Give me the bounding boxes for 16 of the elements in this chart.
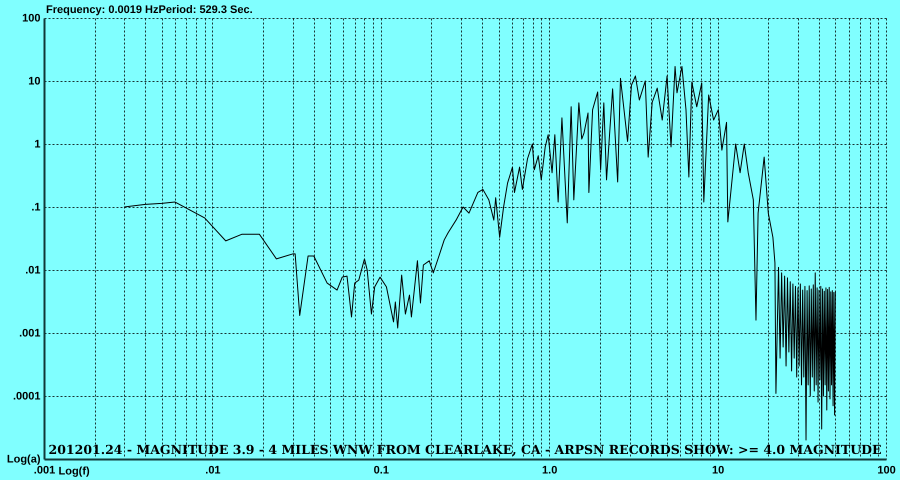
y-tick-label: .001	[19, 328, 40, 340]
x-axis-title: Log(f)	[58, 466, 90, 478]
x-tick-label: 10	[712, 464, 724, 476]
x-tick-label: 100	[877, 464, 896, 476]
text: Frequency: 0.0019 HzPeriod: 529.3 Sec.	[46, 4, 253, 16]
y-tick-label: 10	[28, 76, 40, 88]
y-axis-title: Log(a)	[6, 454, 41, 466]
x-tick-label: .01	[205, 464, 221, 476]
y-tick-label: 1	[34, 138, 40, 150]
text: 201201.24 - MAGNITUDE 3.9 - 4 MILES WNW FROM CLEARLAKE, CA - ARPSN RECORDS SHOW: >= 4.0 MAGNITUDE	[48, 442, 882, 457]
y-tick-label: .0001	[12, 390, 40, 402]
x-tick-label: 0.1	[374, 464, 389, 476]
y-tick-label: .01	[25, 264, 40, 276]
x-tick-label: 1.0	[542, 464, 558, 476]
y-tick-label: 100	[22, 12, 40, 24]
y-tick-label: .1	[31, 202, 40, 214]
